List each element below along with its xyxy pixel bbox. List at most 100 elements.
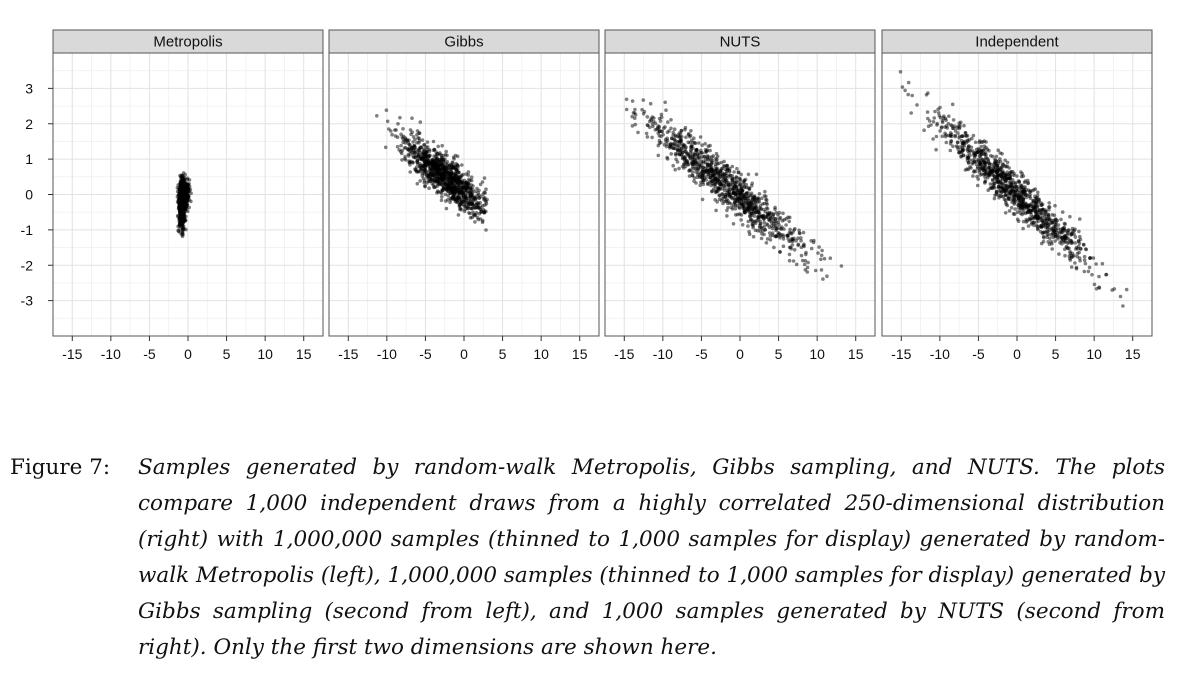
data-point <box>181 178 186 182</box>
data-point <box>432 185 436 189</box>
data-point <box>1082 269 1087 274</box>
data-point <box>1047 207 1051 212</box>
data-point <box>787 258 792 263</box>
data-point <box>774 221 778 225</box>
data-point <box>448 167 452 171</box>
data-point <box>657 129 662 134</box>
data-point <box>960 134 964 139</box>
data-point <box>682 143 686 147</box>
data-point <box>998 194 1002 198</box>
data-point <box>760 232 764 236</box>
x-tick-label: -10 <box>930 346 950 362</box>
data-point <box>1006 196 1011 201</box>
data-point <box>710 161 714 165</box>
data-point <box>706 182 710 187</box>
data-point <box>981 168 986 173</box>
data-point <box>794 238 798 243</box>
data-point <box>813 268 818 273</box>
data-point <box>736 170 741 175</box>
data-point <box>704 178 708 182</box>
data-point <box>683 164 688 169</box>
data-point <box>406 148 411 152</box>
data-point <box>692 136 696 140</box>
data-point <box>944 140 949 145</box>
data-point <box>417 147 422 151</box>
data-point <box>703 147 708 152</box>
data-point <box>1066 228 1070 232</box>
data-point <box>713 177 717 182</box>
points-metropolis <box>175 171 193 238</box>
data-point <box>481 207 486 212</box>
data-point <box>1034 213 1038 218</box>
data-point <box>670 136 674 141</box>
data-point <box>718 182 723 186</box>
data-point <box>926 91 930 95</box>
data-point <box>731 191 736 196</box>
data-point <box>747 229 751 234</box>
data-point <box>463 188 468 192</box>
x-tick-label: -15 <box>614 346 634 362</box>
data-point <box>768 238 773 242</box>
data-point <box>950 102 955 107</box>
data-point <box>767 231 772 235</box>
data-point <box>1005 160 1010 165</box>
data-point <box>466 170 471 174</box>
data-point <box>962 144 967 148</box>
data-point <box>437 176 442 181</box>
data-point <box>1068 258 1073 262</box>
data-point <box>1007 209 1012 213</box>
points-independent <box>898 70 1129 308</box>
data-point <box>1003 158 1007 163</box>
x-tick-label: 5 <box>1052 346 1060 362</box>
data-point <box>480 180 485 184</box>
data-point <box>750 181 754 186</box>
data-point <box>983 179 988 183</box>
data-point <box>982 144 987 148</box>
data-point <box>953 133 957 138</box>
data-point <box>717 197 722 202</box>
x-tick-label: -10 <box>377 346 397 362</box>
data-point <box>641 98 646 102</box>
data-point <box>176 224 180 229</box>
data-point <box>470 200 475 205</box>
data-point <box>673 152 678 156</box>
data-point <box>468 178 472 183</box>
data-point <box>468 211 472 216</box>
data-point <box>414 168 418 173</box>
data-point <box>422 143 426 147</box>
data-point <box>1121 304 1125 308</box>
data-point <box>408 170 413 174</box>
data-point <box>1039 218 1044 223</box>
data-point <box>931 137 935 141</box>
data-point <box>803 268 808 272</box>
data-point <box>423 167 428 172</box>
x-tick-label: 15 <box>848 346 864 362</box>
data-point <box>662 126 666 130</box>
data-point <box>1077 229 1081 234</box>
data-point <box>676 144 680 148</box>
data-point <box>752 214 757 218</box>
points-nuts <box>624 97 844 281</box>
data-point <box>177 206 182 210</box>
data-point <box>645 115 650 119</box>
data-point <box>956 131 960 135</box>
data-point <box>656 153 661 158</box>
data-point <box>463 207 467 212</box>
data-point <box>664 108 668 112</box>
data-point <box>460 178 465 183</box>
data-point <box>939 126 944 130</box>
data-point <box>1018 211 1023 216</box>
data-point <box>1084 247 1088 252</box>
data-point <box>792 248 797 252</box>
data-point <box>408 152 413 156</box>
data-point <box>469 175 474 179</box>
data-point <box>679 128 684 133</box>
data-point <box>1026 181 1030 186</box>
data-point <box>1060 242 1064 246</box>
faceted-scatter-chart: Metropolis-15 -10 -5 0 5 10 153210-1-2-3Gibbs-… <box>21 29 1153 362</box>
data-point <box>997 184 1001 189</box>
data-point <box>947 114 951 118</box>
data-point <box>746 224 750 228</box>
data-point <box>403 146 408 150</box>
data-point <box>708 148 712 153</box>
